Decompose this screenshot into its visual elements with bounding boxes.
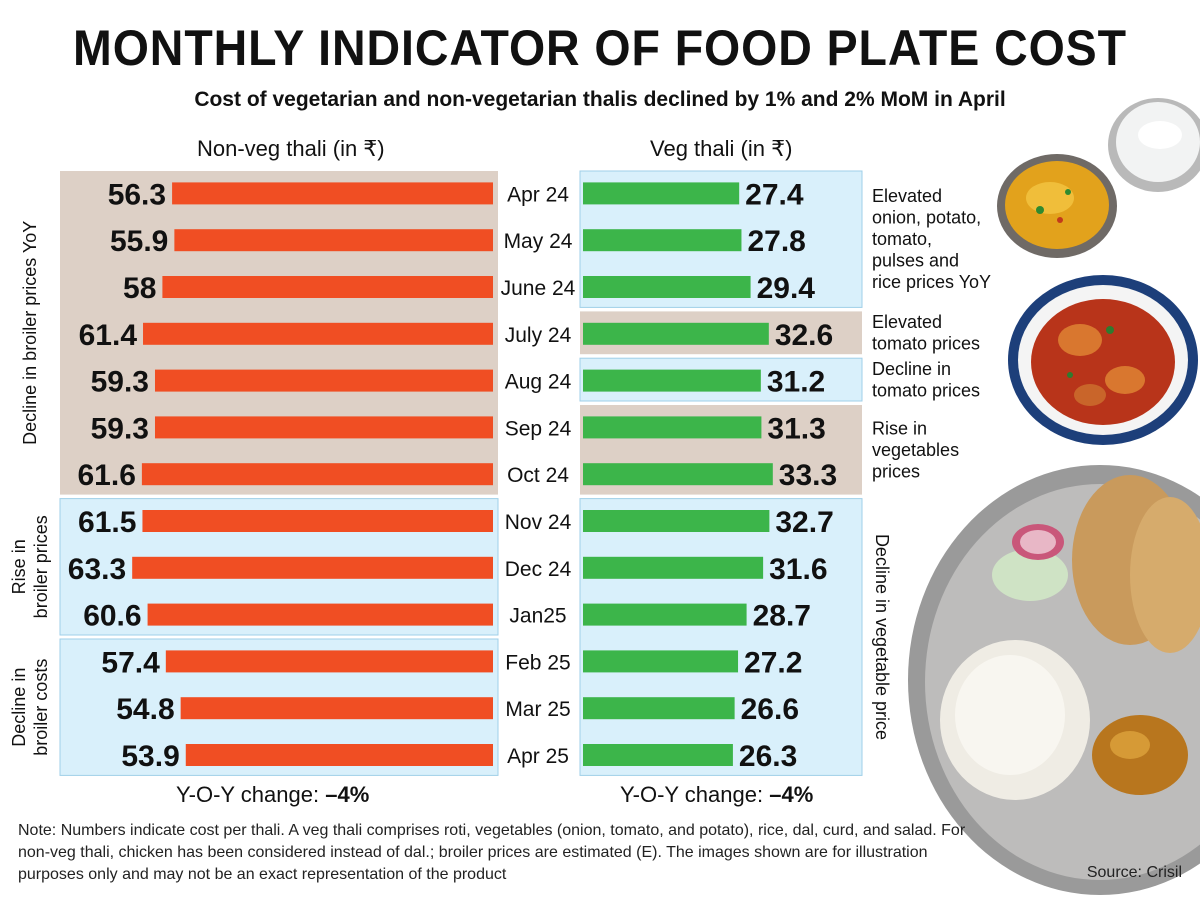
veg-value-label-9: 28.7	[753, 600, 811, 633]
veg-value-label-10: 27.2	[744, 646, 802, 679]
veg-value-label-11: 26.6	[741, 693, 799, 726]
veg-bar-10	[583, 650, 739, 673]
veg-bar-4	[583, 369, 761, 392]
month-label-4: Aug 24	[505, 371, 572, 394]
month-label-12: Apr 25	[507, 745, 569, 768]
veg-annotation-0: Elevated onion, potato, tomato, pulses and r…	[872, 186, 991, 292]
yoy-label: Y-O-Y change:	[176, 782, 320, 807]
veg-annotation-1: Elevated tomato prices	[872, 312, 980, 354]
thali-plate-icon	[908, 465, 1200, 895]
month-label-0: Apr 24	[507, 183, 569, 206]
nonveg-bar-8	[132, 556, 493, 579]
nonveg-yoy-value: –4%	[325, 782, 370, 807]
curd-bowl-icon	[1108, 98, 1200, 192]
veg-annotation-4: Decline in vegetable price	[872, 534, 892, 740]
nonveg-value-label-5: 59.3	[91, 412, 149, 445]
nonveg-value-label-10: 57.4	[101, 646, 160, 679]
veg-bar-8	[583, 556, 764, 579]
veg-yoy-value: –4%	[769, 782, 814, 807]
nonveg-value-label-9: 60.6	[83, 600, 141, 633]
month-label-11: Mar 25	[505, 698, 570, 721]
veg-value-label-5: 31.3	[767, 412, 825, 445]
month-label-2: June 24	[501, 277, 576, 300]
nonveg-value-label-4: 59.3	[91, 366, 149, 399]
veg-value-label-0: 27.4	[745, 178, 804, 211]
nonveg-yoy-change: Y-O-Y change: –4%	[176, 782, 369, 808]
curry-bowl-icon	[1008, 275, 1198, 445]
nonveg-bar-1	[174, 229, 493, 252]
veg-bar-3	[583, 322, 769, 345]
veg-band-4	[579, 498, 863, 776]
veg-bar-5	[583, 416, 762, 439]
veg-bar-0	[583, 182, 740, 205]
month-label-6: Oct 24	[507, 464, 569, 487]
veg-yoy-change: Y-O-Y change: –4%	[620, 782, 813, 808]
source-credit: Source: Crisil	[1086, 864, 1182, 881]
veg-annotation-2: Decline in tomato prices	[872, 359, 980, 401]
nonveg-series-title: Non-veg thali (in ₹)	[197, 136, 385, 161]
veg-value-label-1: 27.8	[747, 225, 805, 258]
month-label-5: Sep 24	[505, 417, 572, 440]
veg-value-label-8: 31.6	[769, 553, 827, 586]
nonveg-annotation-2: Decline in broiler costs	[9, 659, 51, 756]
nonveg-value-label-12: 53.9	[121, 740, 179, 773]
veg-value-label-3: 32.6	[775, 319, 833, 352]
nonveg-bar-0	[172, 182, 493, 205]
veg-bar-2	[583, 276, 751, 298]
veg-bar-6	[583, 463, 773, 486]
nonveg-bar-12	[185, 744, 493, 766]
nonveg-value-label-0: 56.3	[108, 178, 166, 211]
veg-bar-11	[583, 697, 735, 720]
month-label-3: July 24	[505, 324, 572, 347]
footnote: Note: Numbers indicate cost per thali. A…	[18, 822, 966, 883]
nonveg-bar-5	[154, 416, 494, 439]
chart-title: MONTHLY INDICATOR OF FOOD PLATE COST	[73, 20, 1127, 76]
nonveg-bar-10	[165, 650, 493, 673]
nonveg-bar-6	[141, 463, 493, 486]
nonveg-value-label-7: 61.5	[78, 506, 136, 539]
veg-value-label-6: 33.3	[779, 459, 837, 492]
nonveg-bar-4	[154, 369, 494, 392]
veg-annotation-3: Rise in vegetables prices	[872, 418, 959, 481]
month-label-9: Jan25	[509, 605, 566, 628]
nonveg-annotation-1: Rise in broiler prices	[9, 515, 51, 618]
nonveg-bar-11	[180, 697, 493, 720]
dal-bowl-icon	[997, 154, 1117, 258]
veg-value-label-12: 26.3	[739, 740, 797, 773]
veg-series-title: Veg thali (in ₹)	[650, 136, 793, 161]
veg-value-label-4: 31.2	[767, 366, 825, 399]
yoy-label: Y-O-Y change:	[620, 782, 764, 807]
month-label-1: May 24	[504, 230, 573, 253]
nonveg-value-label-6: 61.6	[77, 459, 135, 492]
month-label-10: Feb 25	[505, 651, 570, 674]
nonveg-bar-2	[162, 276, 493, 298]
nonveg-value-label-1: 55.9	[110, 225, 168, 258]
nonveg-value-label-8: 63.3	[68, 553, 126, 586]
veg-bar-7	[583, 510, 770, 532]
nonveg-bar-9	[147, 603, 493, 626]
nonveg-bar-3	[143, 322, 493, 345]
nonveg-bar-7	[142, 510, 493, 532]
veg-bar-9	[583, 603, 747, 626]
veg-bar-12	[583, 744, 733, 766]
month-label-7: Nov 24	[505, 511, 572, 534]
chart-subtitle: Cost of vegetarian and non-vegetarian th…	[194, 88, 1006, 111]
veg-value-label-7: 32.7	[775, 506, 833, 539]
nonveg-annotation-0: Decline in broiler prices YoY	[20, 221, 40, 445]
nonveg-value-label-11: 54.8	[116, 693, 174, 726]
month-label-8: Dec 24	[505, 558, 572, 581]
nonveg-value-label-3: 61.4	[79, 319, 138, 352]
veg-value-label-2: 29.4	[757, 272, 816, 305]
nonveg-value-label-2: 58	[123, 272, 156, 305]
veg-bar-1	[583, 229, 742, 252]
